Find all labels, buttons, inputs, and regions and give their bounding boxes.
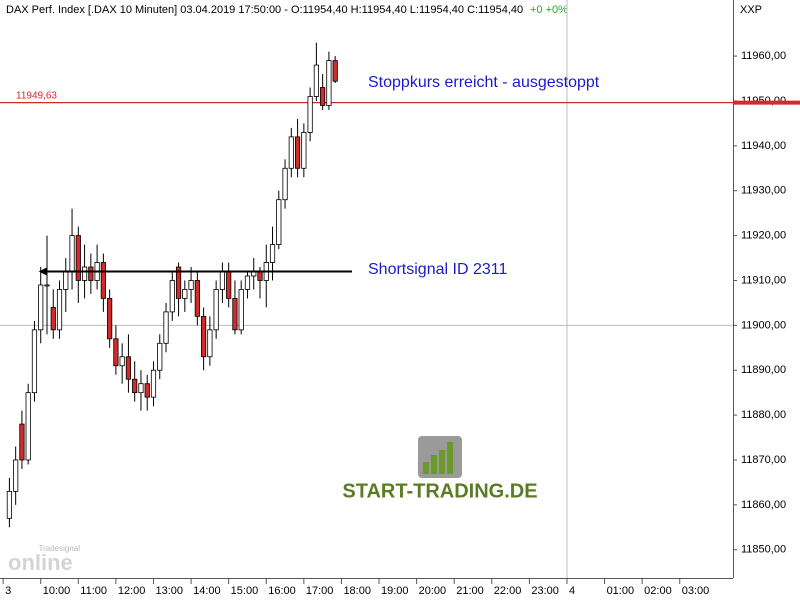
candle-body — [56, 289, 63, 331]
y-tick-label: 11850,00 — [741, 544, 786, 556]
x-tick-label: 22:00 — [494, 585, 522, 597]
candle-body — [288, 136, 294, 169]
candle-body — [13, 459, 19, 492]
y-tick-label: 11940,00 — [741, 140, 786, 152]
candle-body — [44, 284, 50, 287]
candle-body — [150, 369, 157, 398]
candle-body — [301, 131, 307, 169]
x-tick-label: 21:00 — [456, 585, 484, 597]
candle-body — [282, 167, 288, 201]
candle-body — [100, 262, 106, 299]
chart-title: DAX Perf. Index [.DAX 10 Minuten] 03.04.… — [6, 4, 523, 16]
candle-body — [307, 96, 313, 133]
candle-body — [19, 423, 25, 461]
x-tick-label: 23:00 — [531, 585, 559, 597]
x-tick-label: 19:00 — [381, 585, 409, 597]
candle-body — [75, 235, 81, 281]
candle-body — [169, 280, 175, 313]
candle-body — [276, 199, 282, 245]
candle-body — [50, 306, 56, 331]
x-tick-label: 15:00 — [231, 585, 259, 597]
axis-caption: XXP — [740, 4, 762, 16]
stop-axis-marker — [734, 100, 800, 105]
candle-body — [257, 271, 263, 281]
change: +0 +0% — [530, 4, 568, 16]
candle-body — [157, 342, 163, 371]
x-tick-label: 11:00 — [80, 585, 107, 597]
candle-body — [238, 289, 244, 331]
y-tick-label: 11890,00 — [741, 364, 786, 376]
candle-body — [113, 338, 119, 367]
watermark-small: Tradesignal — [38, 544, 80, 553]
candle-body — [320, 87, 326, 106]
y-tick-label: 11910,00 — [741, 274, 786, 286]
candle-body — [63, 271, 69, 290]
annotation: Stoppkurs erreicht - ausgestoppt — [368, 74, 600, 91]
candle-body — [6, 490, 12, 519]
candle-body — [125, 356, 132, 380]
candle-body — [31, 329, 38, 394]
x-tick-label: 01:00 — [607, 585, 635, 597]
x-tick-label: 13:00 — [155, 585, 183, 597]
candle-body — [107, 298, 113, 340]
x-tick-label: 12:00 — [118, 585, 146, 597]
candle-body — [194, 280, 200, 317]
candle-body — [182, 289, 188, 299]
x-tick-label: 14:00 — [193, 585, 221, 597]
annotation: Shortsignal ID 2311 — [368, 261, 507, 278]
candle-body — [88, 266, 94, 281]
candle-body — [213, 289, 219, 331]
candle-body — [269, 244, 276, 263]
x-tick-label: 20:00 — [419, 585, 447, 597]
y-tick-label: 11860,00 — [741, 499, 786, 511]
candle-body — [244, 275, 251, 290]
logo-text: START-TRADING.DE — [342, 480, 537, 502]
candle-body — [69, 235, 75, 272]
logo-icon — [418, 436, 462, 478]
x-tick-label: 4 — [569, 585, 575, 597]
watermark: online — [8, 550, 73, 575]
candle-body — [326, 60, 332, 106]
stop-line-label: 11949,63 — [16, 90, 57, 101]
y-tick-label: 11920,00 — [741, 230, 786, 242]
x-tick-label: 16:00 — [268, 585, 296, 597]
candle-body — [119, 356, 125, 367]
candle-body — [188, 280, 194, 290]
x-tick-label: 10:00 — [43, 585, 71, 597]
candle-body — [38, 284, 44, 331]
candle-body — [332, 60, 338, 82]
x-tick-label: 17:00 — [306, 585, 334, 597]
candle-body — [226, 271, 232, 299]
candle-body — [201, 315, 207, 358]
candle-body — [163, 311, 169, 344]
candle-body — [313, 64, 319, 97]
candle-body — [144, 383, 150, 398]
candle-body — [294, 136, 301, 169]
candle-body — [132, 378, 138, 394]
arrow-head — [38, 267, 47, 276]
y-tick-label: 11870,00 — [741, 454, 786, 466]
candle-body — [81, 266, 88, 281]
candle-body — [138, 383, 144, 394]
candle-body — [232, 298, 238, 331]
x-tick-label: 3 — [5, 585, 11, 597]
y-tick-label: 11960,00 — [741, 50, 786, 62]
candle-body — [25, 392, 31, 461]
y-tick-label: 11900,00 — [741, 319, 786, 331]
y-tick-label: 11930,00 — [741, 185, 786, 197]
x-tick-label: 02:00 — [644, 585, 672, 597]
candle-body — [219, 271, 225, 290]
x-tick-label: 03:00 — [682, 585, 710, 597]
x-tick-label: 18:00 — [343, 585, 371, 597]
y-tick-label: 11880,00 — [741, 409, 786, 421]
candle-body — [207, 329, 213, 358]
candle-body — [175, 266, 182, 299]
